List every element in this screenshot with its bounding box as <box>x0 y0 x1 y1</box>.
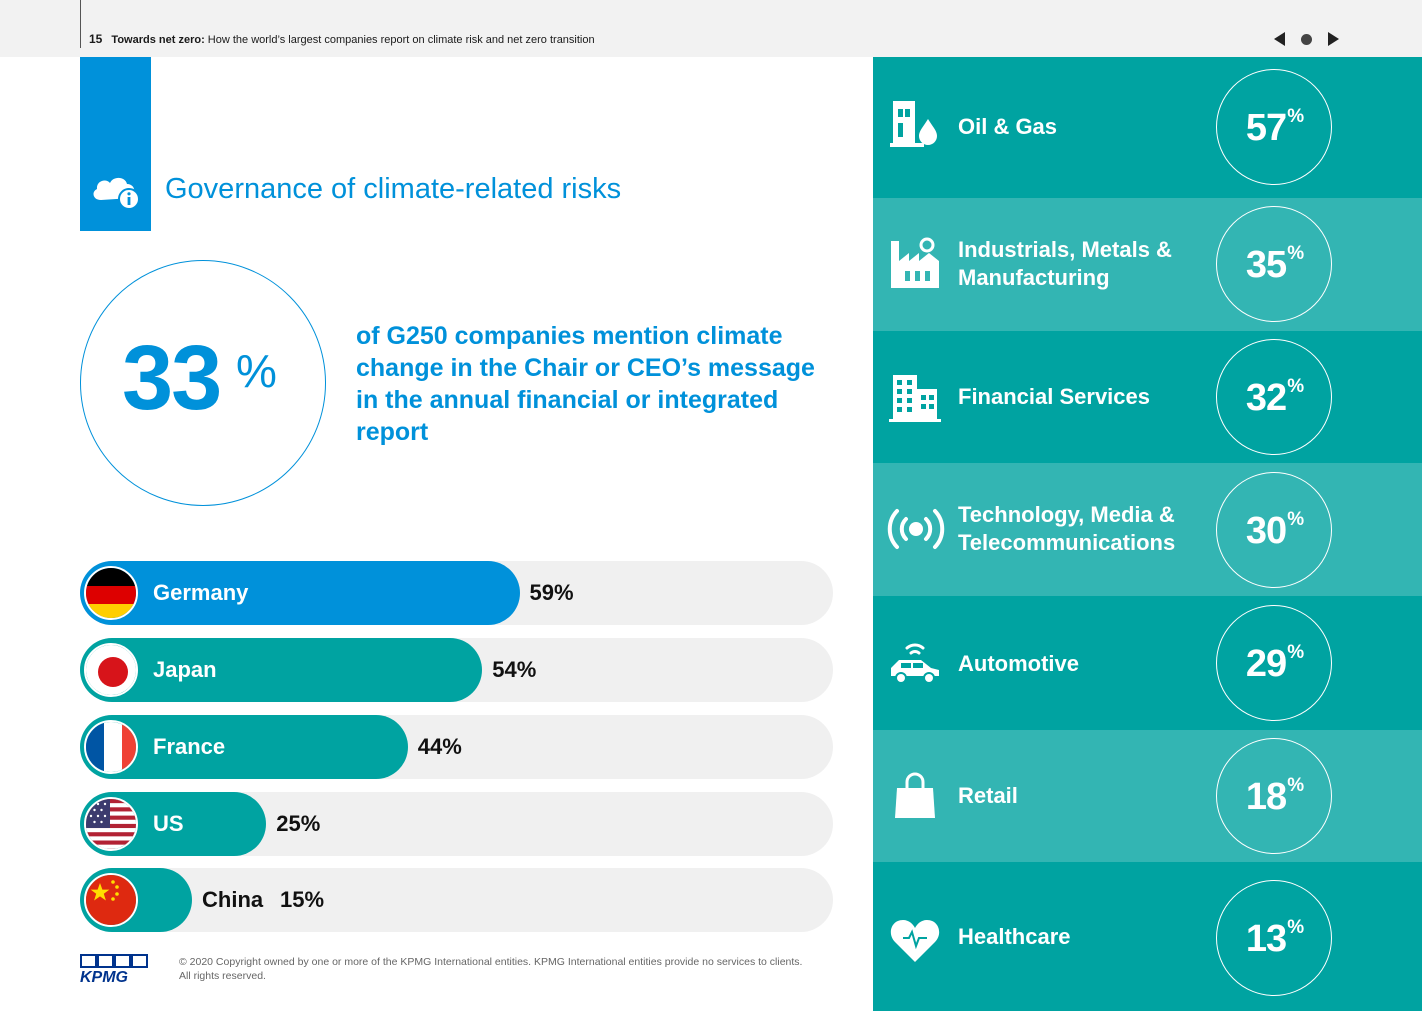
sector-name: Healthcare <box>958 924 1071 949</box>
germany-flag-icon <box>84 566 138 620</box>
us-flag-icon <box>84 797 138 851</box>
bar-fill <box>80 561 520 625</box>
previous-page-button[interactable] <box>1270 30 1288 48</box>
kpmg-logo: KPMG <box>80 954 148 984</box>
bar-fill <box>80 638 483 702</box>
country-value: 25% <box>276 811 321 836</box>
cloud-info-icon <box>93 177 140 210</box>
country-value: 54% <box>492 657 537 682</box>
sector-unit: % <box>1287 775 1305 796</box>
stat-unit: % <box>236 345 277 397</box>
sector-row: Healthcare 13% <box>873 862 1422 1011</box>
sector-panel: Oil & Gas 57% Industrials, Metals & Manu… <box>873 57 1422 1011</box>
sector-value: 35 <box>1245 243 1287 286</box>
report-title: Towards net zero: <box>111 34 205 46</box>
france-flag-icon <box>84 720 138 774</box>
sector-name: Automotive <box>958 651 1079 676</box>
sector-value-circle: 32% <box>1216 339 1332 455</box>
sector-unit: % <box>1287 642 1305 663</box>
factory-icon <box>891 237 939 288</box>
country-value: 44% <box>417 734 462 759</box>
sector-name: Industrials, Metals & Manufacturing <box>958 237 1172 290</box>
next-page-button[interactable] <box>1324 30 1342 48</box>
sector-row: Automotive 29% <box>873 596 1422 730</box>
sector-unit: % <box>1287 509 1305 530</box>
country-name: Japan <box>153 657 217 682</box>
sector-unit: % <box>1287 376 1305 397</box>
oil-gas-icon <box>890 101 937 147</box>
sector-name: Oil & Gas <box>958 114 1058 139</box>
home-button[interactable] <box>1297 30 1315 48</box>
header-text: 15 Towards net zero: How the world’s lar… <box>89 32 595 46</box>
triangle-left-icon <box>1273 32 1285 46</box>
sector-value: 57 <box>1245 106 1287 149</box>
country-bar-row: Japan 54% <box>80 638 833 702</box>
country-bar-row: China 15% <box>80 868 833 932</box>
sector-unit: % <box>1287 243 1305 264</box>
connected-car-icon <box>891 643 939 684</box>
stat-circle <box>80 260 326 506</box>
sector-name: Retail <box>958 783 1018 808</box>
sector-value: 29 <box>1245 642 1287 685</box>
sector-name: Financial Services <box>958 384 1150 409</box>
stat-value: 33 <box>122 327 222 429</box>
shopping-bag-icon <box>895 772 935 818</box>
country-bar-row: France 44% <box>80 715 833 779</box>
sector-row: Retail 18% <box>873 730 1422 862</box>
dot-icon <box>1300 33 1312 45</box>
country-bar-row: US 25% <box>80 792 833 856</box>
broadcast-icon <box>887 509 945 549</box>
sector-unit: % <box>1287 106 1305 127</box>
sector-value: 30 <box>1245 509 1287 552</box>
report-subtitle: How the world’s largest companies report… <box>207 34 595 46</box>
sector-value-circle: 13% <box>1216 880 1332 996</box>
header-divider <box>80 0 81 48</box>
country-name: France <box>153 734 226 759</box>
country-name: US <box>153 811 184 836</box>
sector-row: Technology, Media & Telecommunications 3… <box>873 463 1422 596</box>
bar-track <box>80 868 833 932</box>
sector-value: 18 <box>1245 775 1287 818</box>
sector-value-circle: 18% <box>1216 738 1332 854</box>
copyright-notice: © 2020 Copyright owned by one or more of… <box>179 956 803 982</box>
heart-icon <box>890 920 940 962</box>
sector-name: Technology, Media & Telecommunications <box>958 502 1176 555</box>
sector-value-circle: 35% <box>1216 206 1332 322</box>
japan-flag-icon <box>84 643 138 697</box>
page-number: 15 <box>89 32 103 46</box>
china-flag-icon <box>84 873 138 927</box>
sector-value-circle: 29% <box>1216 605 1332 721</box>
svg-text:KPMG: KPMG <box>80 969 128 984</box>
country-value: 59% <box>529 580 574 605</box>
office-building-icon <box>889 375 941 422</box>
country-name: China <box>202 887 264 912</box>
section-title: Governance of climate-related risks <box>165 173 622 205</box>
stat-description: of G250 companies mention climate change… <box>356 322 815 446</box>
country-name: Germany <box>153 580 249 605</box>
page-header: 15 Towards net zero: How the world’s lar… <box>0 0 1422 57</box>
sector-value: 32 <box>1245 376 1287 419</box>
triangle-right-icon <box>1327 32 1339 46</box>
page-navigation <box>1270 30 1342 48</box>
sector-value-circle: 30% <box>1216 472 1332 588</box>
country-value: 15% <box>280 887 325 912</box>
sector-row: Industrials, Metals & Manufacturing 35% <box>873 198 1422 331</box>
country-bar-row: Germany 59% <box>80 561 833 625</box>
sector-value-circle: 57% <box>1216 69 1332 185</box>
sector-row: Financial Services 32% <box>873 331 1422 463</box>
sector-value: 13 <box>1245 917 1287 960</box>
sector-unit: % <box>1287 917 1305 938</box>
sector-row: Oil & Gas 57% <box>873 57 1422 198</box>
